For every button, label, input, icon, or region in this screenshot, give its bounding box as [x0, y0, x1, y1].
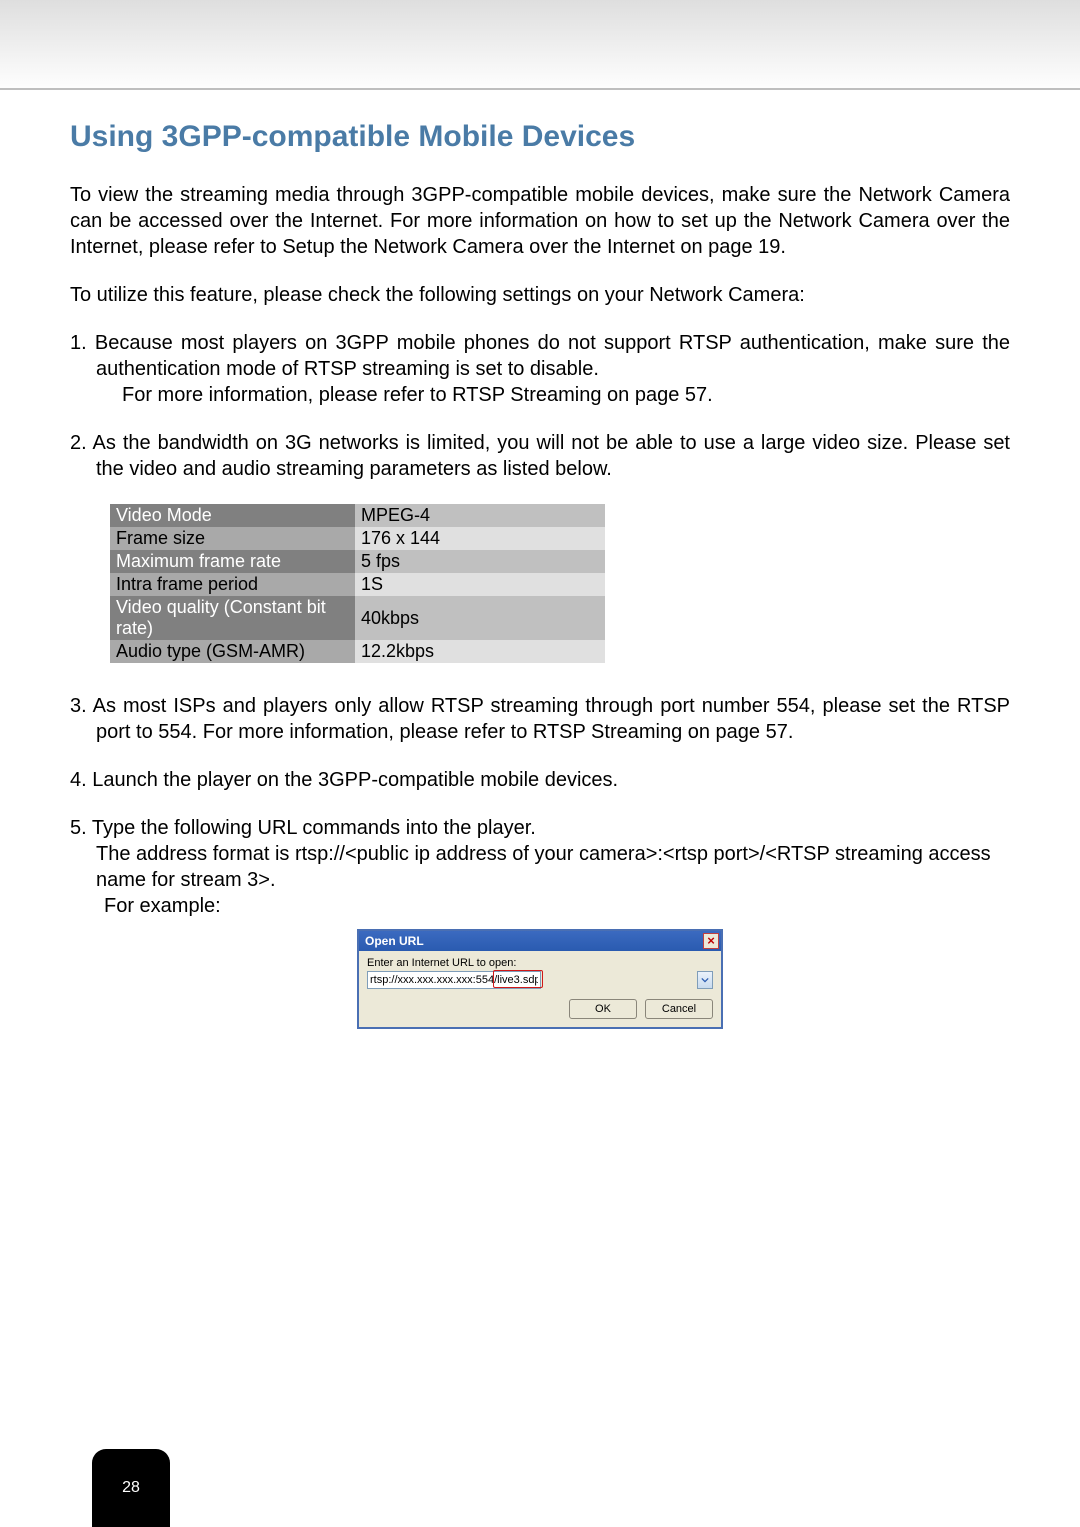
ok-button[interactable]: OK [569, 999, 637, 1019]
step-5: 5. Type the following URL commands into … [70, 815, 1010, 919]
page-content: Using 3GPP-compatible Mobile Devices To … [0, 90, 1080, 1029]
step-1-sub: For more information, please refer to RT… [96, 382, 1010, 408]
settings-value: 5 fps [355, 550, 605, 573]
table-row: Video ModeMPEG-4 [110, 504, 605, 527]
intro-paragraph-1: To view the streaming media through 3GPP… [70, 182, 1010, 260]
table-row: Maximum frame rate5 fps [110, 550, 605, 573]
url-input[interactable] [367, 971, 541, 989]
step-5-sub-2: For example: [96, 893, 1010, 919]
table-row: Audio type (GSM-AMR)12.2kbps [110, 640, 605, 663]
settings-label: Intra frame period [110, 573, 355, 596]
close-icon: × [707, 933, 715, 948]
page-number-tab: 28 [92, 1449, 170, 1527]
settings-value: 12.2kbps [355, 640, 605, 663]
settings-label: Video Mode [110, 504, 355, 527]
step-4: 4. Launch the player on the 3GPP-compati… [70, 767, 1010, 793]
settings-table: Video ModeMPEG-4 Frame size176 x 144 Max… [110, 504, 605, 663]
settings-value: 40kbps [355, 596, 605, 640]
chevron-down-icon [701, 976, 709, 984]
page-title: Using 3GPP-compatible Mobile Devices [70, 120, 1010, 154]
table-row: Frame size176 x 144 [110, 527, 605, 550]
step-5-text: 5. Type the following URL commands into … [70, 817, 536, 839]
settings-value: 1S [355, 573, 605, 596]
dropdown-button[interactable] [697, 971, 713, 989]
step-2: 2. As the bandwidth on 3G networks is li… [70, 430, 1010, 482]
top-gradient-band [0, 0, 1080, 90]
dialog-titlebar: Open URL × [359, 931, 721, 951]
page-number: 28 [122, 1479, 140, 1497]
settings-label: Audio type (GSM-AMR) [110, 640, 355, 663]
close-button[interactable]: × [703, 933, 719, 949]
open-url-dialog: Open URL × Enter an Internet URL to open… [357, 929, 723, 1029]
settings-value: MPEG-4 [355, 504, 605, 527]
dialog-title: Open URL [365, 934, 424, 948]
table-row: Intra frame period1S [110, 573, 605, 596]
settings-label: Video quality (Constant bit rate) [110, 596, 355, 640]
step-1-text: 1. Because most players on 3GPP mobile p… [70, 332, 1010, 380]
step-3: 3. As most ISPs and players only allow R… [70, 693, 1010, 745]
settings-value: 176 x 144 [355, 527, 605, 550]
cancel-button[interactable]: Cancel [645, 999, 713, 1019]
step-1: 1. Because most players on 3GPP mobile p… [70, 330, 1010, 408]
dialog-prompt: Enter an Internet URL to open: [367, 957, 713, 969]
settings-label: Maximum frame rate [110, 550, 355, 573]
intro-paragraph-2: To utilize this feature, please check th… [70, 282, 1010, 308]
steps-list: 1. Because most players on 3GPP mobile p… [70, 330, 1010, 1029]
table-row: Video quality (Constant bit rate)40kbps [110, 596, 605, 640]
settings-label: Frame size [110, 527, 355, 550]
step-5-sub-1: The address format is rtsp://<public ip … [96, 841, 1010, 893]
